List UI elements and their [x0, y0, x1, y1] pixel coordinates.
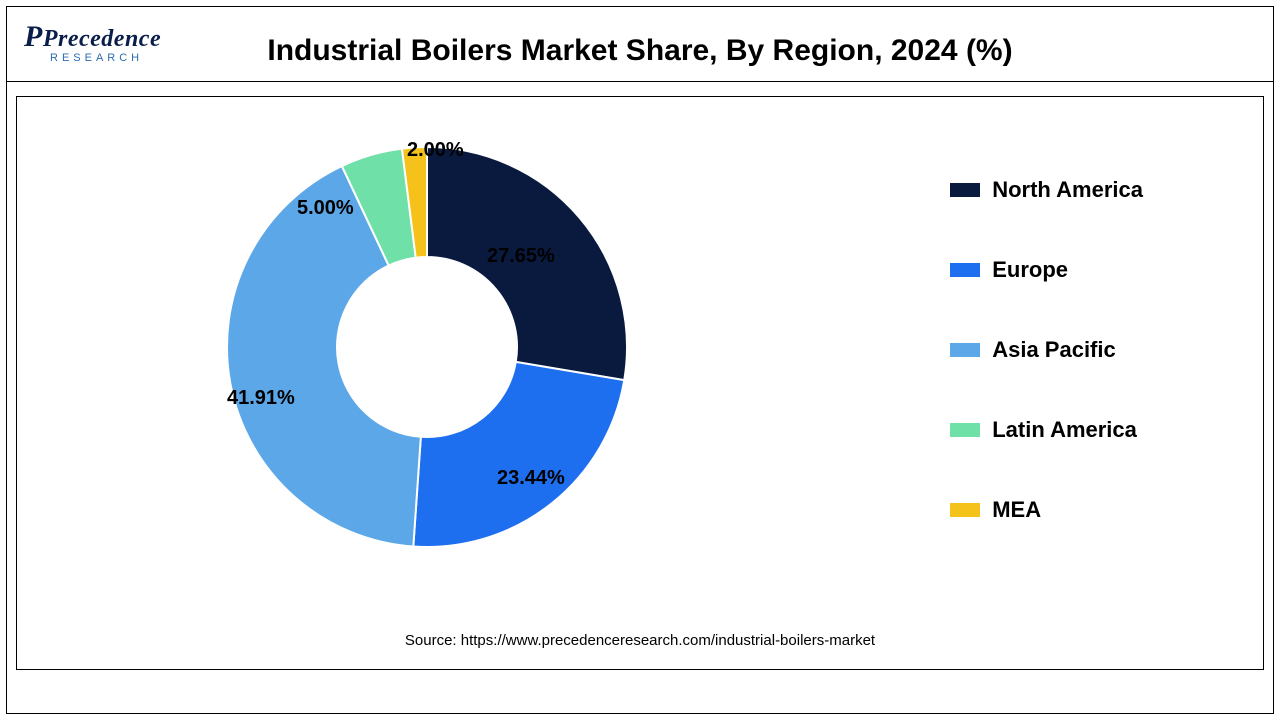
slice-label: 27.65% [487, 245, 555, 268]
slice-label: 5.00% [297, 197, 354, 220]
source-text: Source: https://www.precedenceresearch.c… [17, 632, 1263, 649]
donut-slice [413, 362, 624, 547]
slice-label: 2.00% [407, 139, 464, 162]
legend-item-latin-america: Latin America [950, 417, 1143, 443]
legend-text: Europe [992, 257, 1068, 283]
legend-text: Latin America [992, 417, 1137, 443]
header-bar: PPrecedence RESEARCH Industrial Boilers … [6, 6, 1274, 82]
legend-text: Asia Pacific [992, 337, 1116, 363]
legend-swatch [950, 423, 980, 437]
legend-text: MEA [992, 497, 1041, 523]
legend-swatch [950, 263, 980, 277]
slice-label: 23.44% [497, 467, 565, 490]
donut-svg [217, 137, 637, 557]
chart-title: Industrial Boilers Market Share, By Regi… [6, 34, 1274, 68]
legend-swatch [950, 503, 980, 517]
legend: North America Europe Asia Pacific Latin … [950, 177, 1143, 523]
legend-item-north-america: North America [950, 177, 1143, 203]
legend-swatch [950, 183, 980, 197]
legend-item-asia-pacific: Asia Pacific [950, 337, 1143, 363]
legend-item-mea: MEA [950, 497, 1143, 523]
donut-chart: 27.65% 23.44% 41.91% 5.00% 2.00% [217, 137, 637, 557]
legend-swatch [950, 343, 980, 357]
legend-item-europe: Europe [950, 257, 1143, 283]
slice-label: 41.91% [227, 387, 295, 410]
chart-area: 27.65% 23.44% 41.91% 5.00% 2.00% North Ameri… [16, 96, 1264, 670]
legend-text: North America [992, 177, 1143, 203]
